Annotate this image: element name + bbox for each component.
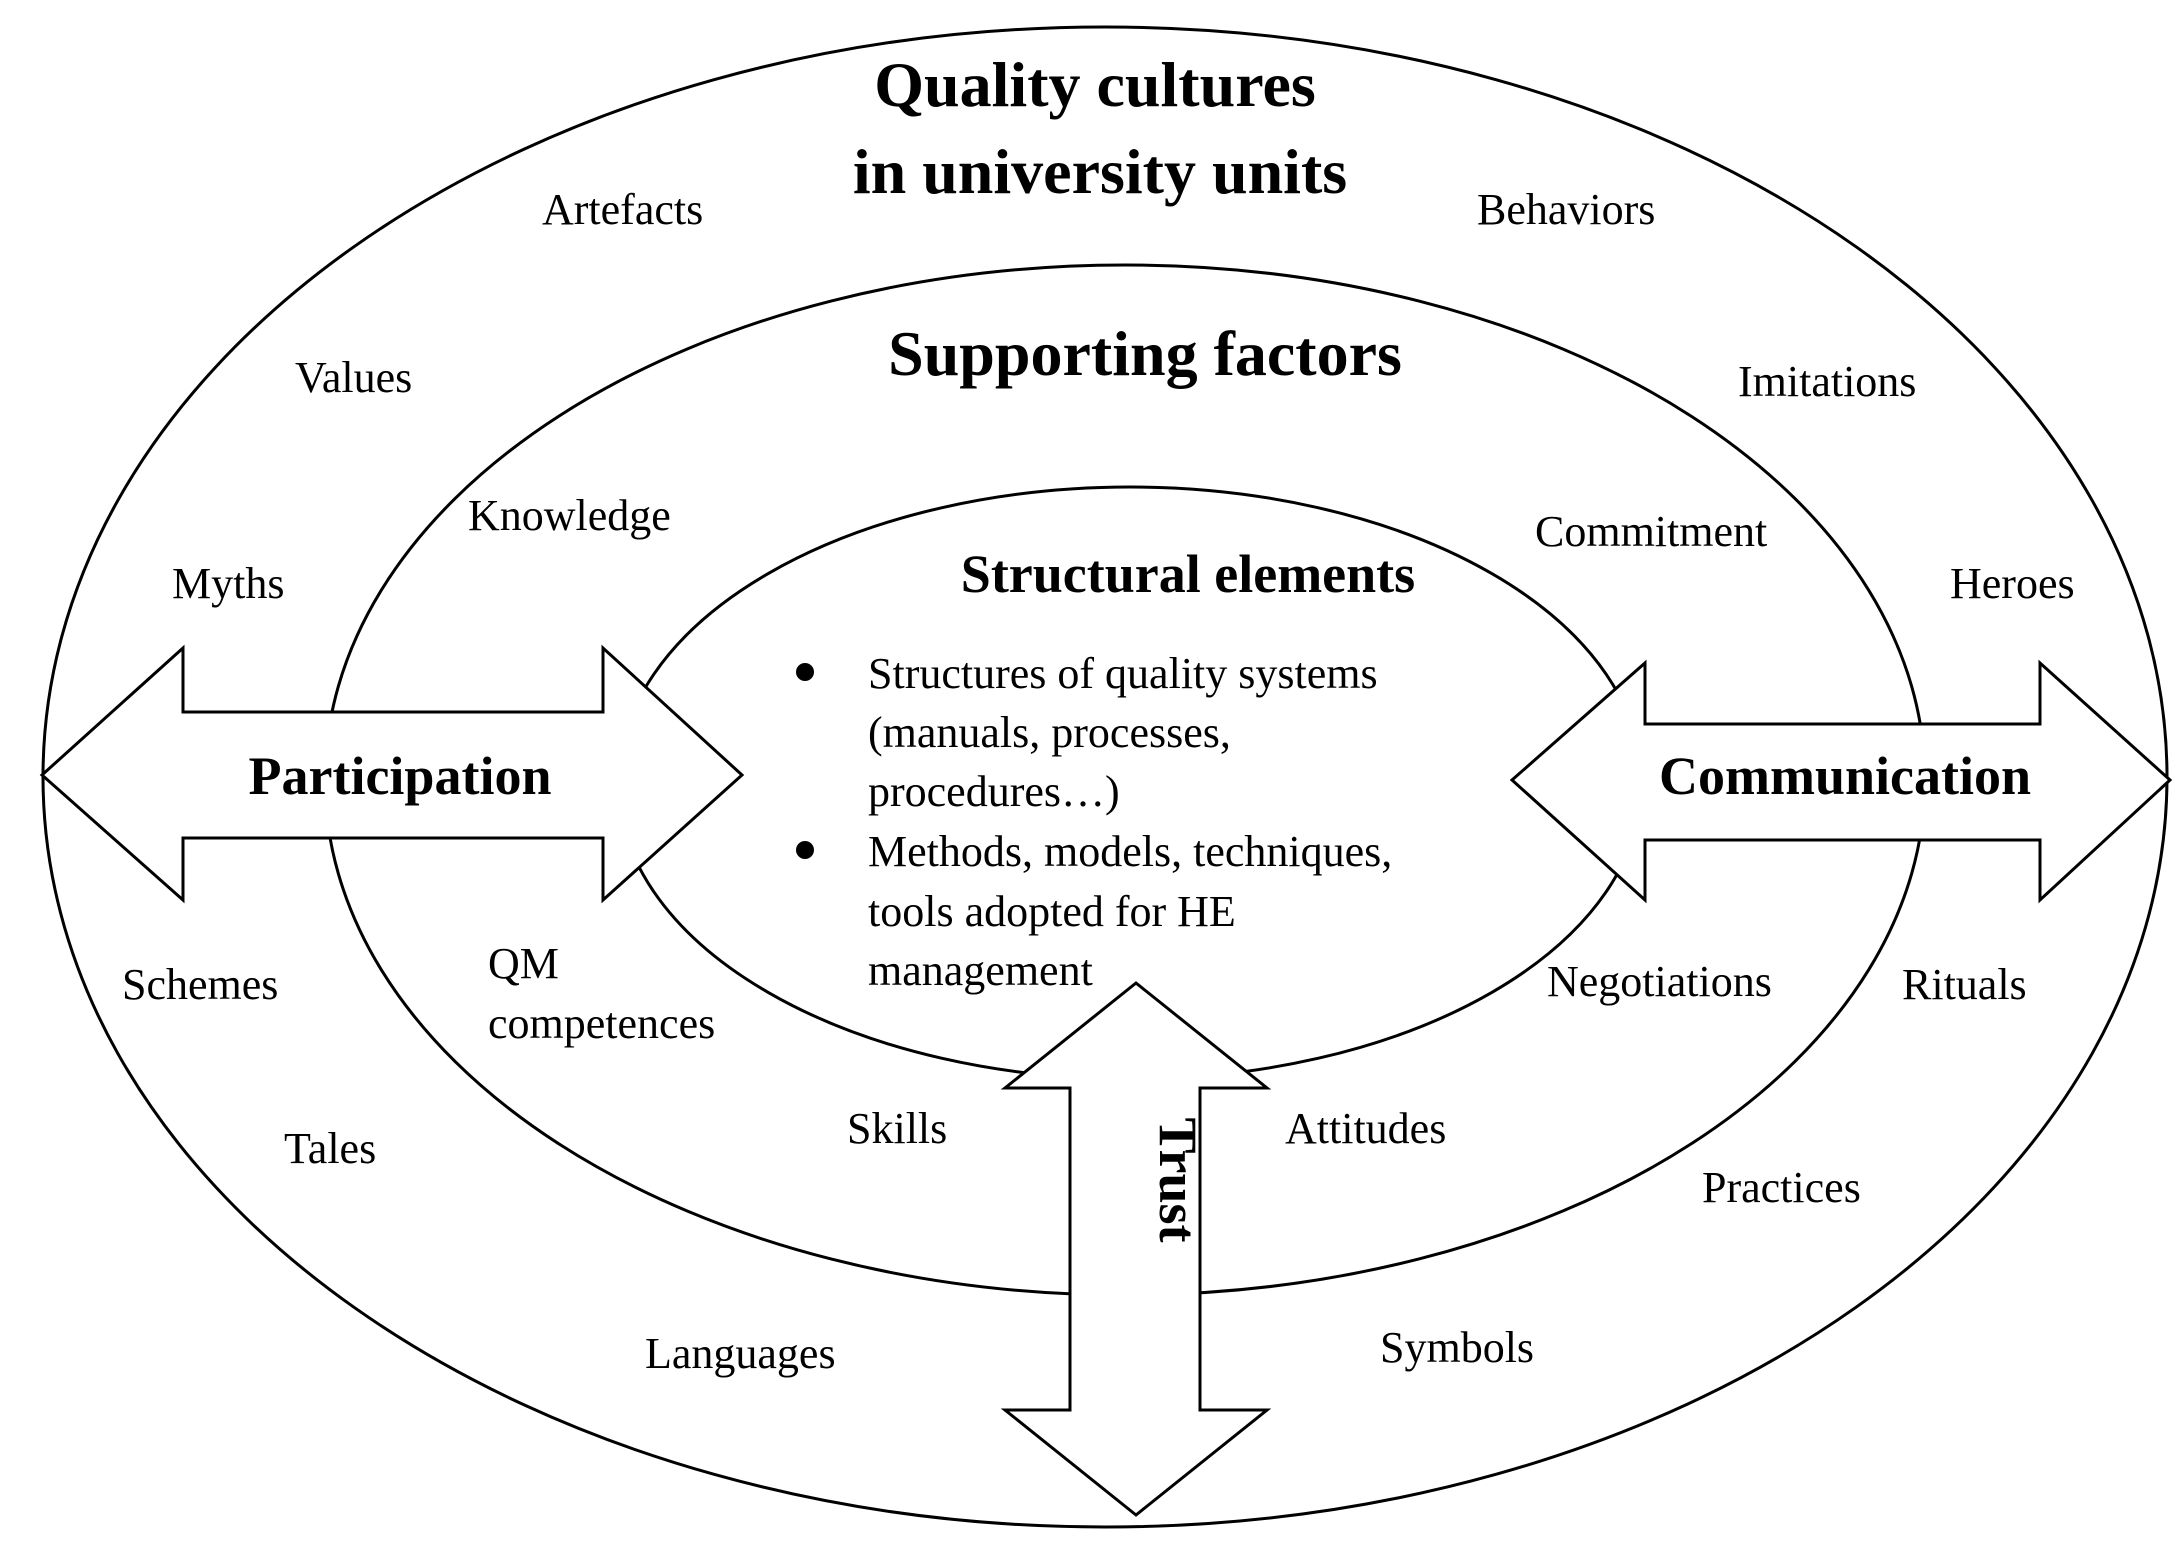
- word-imitations: Imitations: [1738, 357, 1916, 406]
- word-knowledge: Knowledge: [468, 491, 671, 540]
- bullet1-line3: procedures…): [868, 767, 1120, 816]
- bullet1-line1: Structures of quality systems: [868, 649, 1378, 698]
- trust-arrow: [1000, 981, 1272, 1517]
- bullet1-line2: (manuals, processes,: [868, 708, 1231, 757]
- word-artefacts: Artefacts: [542, 185, 703, 234]
- communication-label: Communication: [1659, 746, 2031, 806]
- outer-title-line1: Quality cultures: [874, 49, 1316, 120]
- word-tales: Tales: [284, 1124, 376, 1173]
- word-values: Values: [295, 353, 412, 402]
- word-practices: Practices: [1702, 1163, 1861, 1212]
- inner-title: Structural elements: [961, 544, 1415, 604]
- participation-arrow: [39, 644, 745, 904]
- word-attitudes: Attitudes: [1285, 1104, 1446, 1153]
- word-symbols: Symbols: [1380, 1323, 1534, 1372]
- participation-label: Participation: [249, 746, 552, 806]
- word-schemes: Schemes: [122, 960, 278, 1009]
- word-heroes: Heroes: [1950, 559, 2075, 608]
- word-negotiations: Negotiations: [1547, 957, 1772, 1006]
- word-myths: Myths: [172, 559, 284, 608]
- trust-label: Trust: [1148, 1117, 1208, 1242]
- outer-title-line2: in university units: [853, 136, 1347, 207]
- bullet-dot-2: [796, 841, 814, 859]
- word-skills: Skills: [847, 1104, 947, 1153]
- word-languages: Languages: [645, 1329, 836, 1378]
- word-competences: competences: [488, 999, 715, 1048]
- word-commitment: Commitment: [1535, 507, 1767, 556]
- word-rituals: Rituals: [1902, 960, 2027, 1009]
- communication-arrow: [1509, 659, 2173, 904]
- word-qm: QM: [488, 939, 559, 988]
- bullet2-line3: management: [868, 946, 1093, 995]
- bullet2-line1: Methods, models, techniques,: [868, 827, 1392, 876]
- middle-title: Supporting factors: [888, 318, 1402, 389]
- word-behaviors: Behaviors: [1477, 185, 1655, 234]
- bullet2-line2: tools adopted for HE: [868, 887, 1236, 936]
- bullet-dot-1: [796, 663, 814, 681]
